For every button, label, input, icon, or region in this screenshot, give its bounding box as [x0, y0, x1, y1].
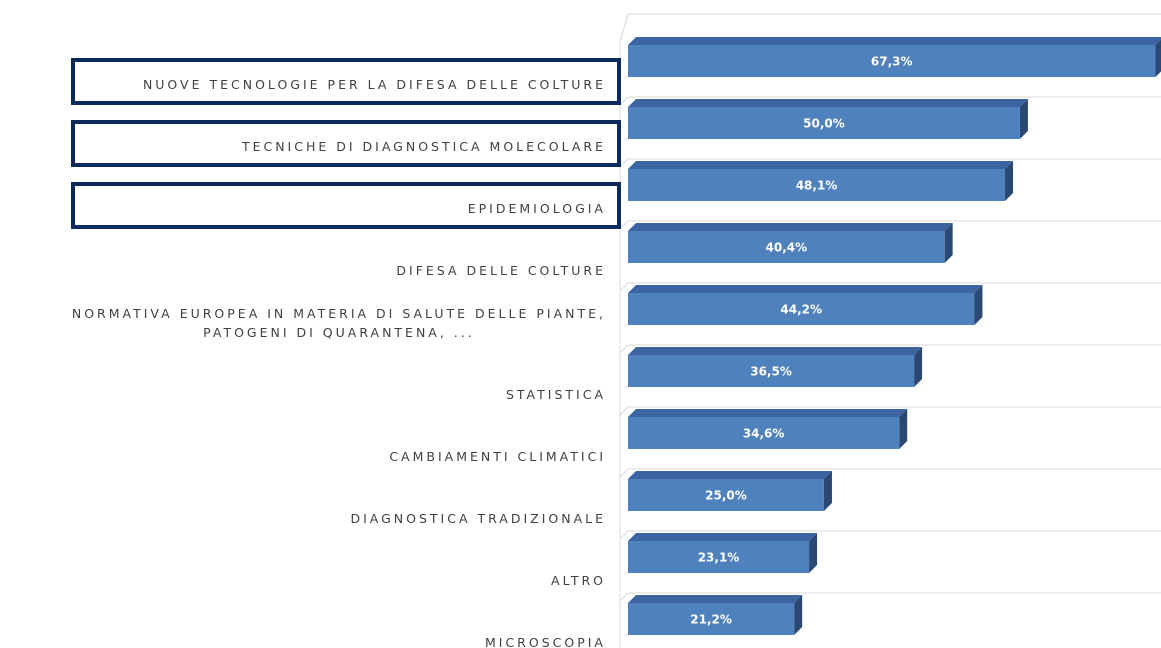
bar-top — [628, 595, 803, 603]
bar-front — [628, 479, 824, 511]
bar-top — [628, 223, 953, 231]
bar-top — [628, 161, 1014, 169]
bar-top — [628, 533, 818, 541]
category-label: MICROSCOPIA — [484, 635, 606, 648]
grid-line — [619, 406, 629, 416]
highlight-box — [71, 182, 621, 229]
value-label: 25,0% — [705, 489, 747, 503]
category-label: NUOVE TECNOLOGIE PER LA DIFESA DELLE COL… — [142, 77, 606, 92]
value-label: 40,4% — [766, 241, 808, 255]
category-label: DIAGNOSTICA TRADIZIONALE — [350, 511, 606, 526]
value-label: 50,0% — [803, 117, 845, 131]
grid-line — [619, 220, 629, 230]
bar-side — [1155, 39, 1161, 77]
value-label: 67,3% — [871, 55, 913, 69]
bar-top — [628, 347, 923, 355]
bar-side — [944, 223, 953, 263]
grid-line — [619, 96, 629, 106]
grid-line — [619, 530, 629, 540]
bar-front — [628, 107, 1020, 139]
bar-side — [1005, 161, 1014, 201]
bar-side — [974, 285, 983, 325]
category-label: ALTRO — [551, 573, 606, 588]
bar-top — [628, 409, 908, 417]
value-label: 48,1% — [796, 179, 838, 193]
bar — [628, 471, 832, 511]
bar-top — [628, 37, 1161, 45]
value-label: 34,6% — [743, 427, 785, 441]
wall-edge — [619, 13, 629, 43]
grid-line — [619, 468, 629, 478]
value-label: 44,2% — [780, 303, 822, 317]
grid-line — [619, 158, 629, 168]
bar — [628, 533, 818, 573]
category-label: STATISTICA — [505, 387, 606, 402]
grid-line — [619, 592, 629, 602]
bar-front — [628, 45, 1156, 77]
bar — [628, 161, 1014, 201]
bar — [628, 347, 923, 387]
highlight-box — [71, 120, 621, 167]
bar-side — [1019, 99, 1028, 139]
bar — [628, 409, 908, 449]
bar-top — [628, 471, 832, 479]
value-label: 23,1% — [698, 551, 740, 565]
bar-side — [823, 471, 832, 511]
bar-side — [914, 347, 923, 387]
category-label: NORMATIVA EUROPEA IN MATERIA DI SALUTE D… — [71, 306, 606, 340]
bar-top — [628, 99, 1028, 107]
grid-line — [619, 344, 629, 354]
bar-side — [899, 409, 908, 449]
category-label: TECNICHE DI DIAGNOSTICA MOLECOLARE — [241, 139, 606, 154]
category-label: DIFESA DELLE COLTURE — [396, 263, 606, 278]
bar — [628, 99, 1028, 139]
bar — [628, 595, 803, 635]
bar — [628, 223, 953, 263]
bar — [628, 285, 983, 325]
category-label: CAMBIAMENTI CLIMATICI — [389, 449, 606, 464]
bar-front — [628, 169, 1006, 201]
bar-front — [628, 231, 945, 263]
bar-front — [628, 417, 900, 449]
bar-front — [628, 293, 975, 325]
grid-line — [619, 282, 629, 292]
bar-front — [628, 355, 915, 387]
bar — [628, 37, 1161, 77]
bar-side — [809, 533, 818, 573]
bar-top — [628, 285, 983, 293]
bar-side — [794, 595, 803, 635]
bar-front — [628, 603, 795, 635]
highlight-box — [71, 58, 621, 105]
category-label: EPIDEMIOLOGIA — [467, 201, 606, 216]
value-label: 36,5% — [750, 365, 792, 379]
value-label: 21,2% — [690, 613, 732, 627]
bar-front — [628, 541, 810, 573]
